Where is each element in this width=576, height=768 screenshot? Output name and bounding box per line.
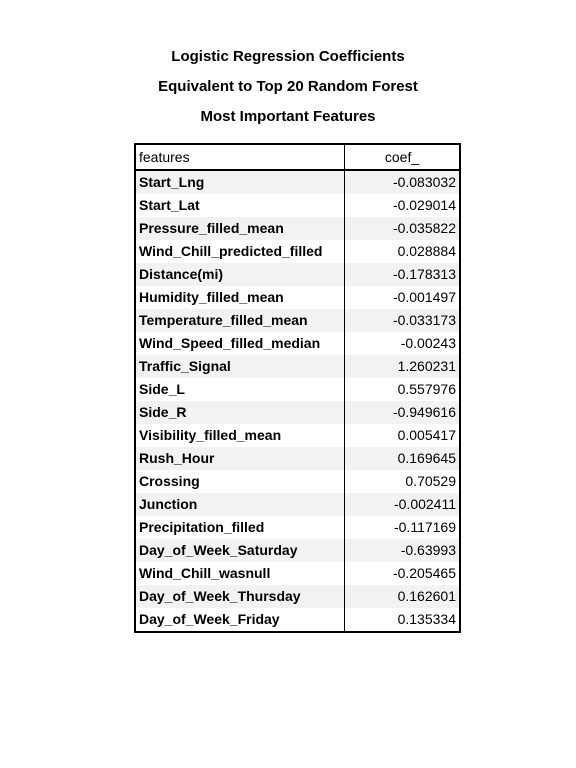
title-line-3: Most Important Features xyxy=(200,108,376,125)
table-header-row: features coef_ xyxy=(135,144,460,171)
table-row: Wind_Chill_wasnull -0.205465 xyxy=(135,562,460,585)
coef-cell: -0.00243 xyxy=(344,332,460,355)
table-row: Day_of_Week_Friday 0.135334 xyxy=(135,608,460,632)
feature-cell: Wind_Chill_predicted_filled xyxy=(135,240,345,263)
feature-cell: Wind_Chill_wasnull xyxy=(135,562,345,585)
table-row: Rush_Hour 0.169645 xyxy=(135,447,460,470)
feature-cell: Side_L xyxy=(135,378,345,401)
table-row: Side_R -0.949616 xyxy=(135,401,460,424)
table-body: Start_Lng -0.083032 Start_Lat -0.029014 Pres… xyxy=(135,170,460,632)
feature-cell: Day_of_Week_Friday xyxy=(135,608,345,632)
feature-cell: Crossing xyxy=(135,470,345,493)
feature-cell: Pressure_filled_mean xyxy=(135,217,345,240)
coef-cell: -0.001497 xyxy=(344,286,460,309)
coef-cell: -0.63993 xyxy=(344,539,460,562)
table-row: Precipitation_filled -0.117169 xyxy=(135,516,460,539)
title-line-1: Logistic Regression Coefficients xyxy=(171,48,405,65)
table-row: Distance(mi) -0.178313 xyxy=(135,263,460,286)
feature-cell: Day_of_Week_Thursday xyxy=(135,585,345,608)
coef-cell: 0.005417 xyxy=(344,424,460,447)
table-row: Wind_Chill_predicted_filled 0.028884 xyxy=(135,240,460,263)
table-row: Wind_Speed_filled_median -0.00243 xyxy=(135,332,460,355)
coef-cell: 0.70529 xyxy=(344,470,460,493)
table-row: Day_of_Week_Saturday -0.63993 xyxy=(135,539,460,562)
feature-cell: Traffic_Signal xyxy=(135,355,345,378)
coef-cell: 0.162601 xyxy=(344,585,460,608)
coef-cell: -0.178313 xyxy=(344,263,460,286)
title-line-2: Equivalent to Top 20 Random Forest xyxy=(158,78,418,95)
coef-cell: -0.083032 xyxy=(344,170,460,194)
feature-cell: Start_Lat xyxy=(135,194,345,217)
table-row: Temperature_filled_mean -0.033173 xyxy=(135,309,460,332)
table-row: Junction -0.002411 xyxy=(135,493,460,516)
coefficients-table: features coef_ Start_Lng -0.083032 Start_L… xyxy=(134,143,461,633)
table-row: Humidity_filled_mean -0.001497 xyxy=(135,286,460,309)
feature-cell: Rush_Hour xyxy=(135,447,345,470)
coef-cell: -0.035822 xyxy=(344,217,460,240)
column-header-features: features xyxy=(135,144,345,171)
coef-cell: -0.002411 xyxy=(344,493,460,516)
feature-cell: Distance(mi) xyxy=(135,263,345,286)
coef-cell: 0.169645 xyxy=(344,447,460,470)
table-row: Day_of_Week_Thursday 0.162601 xyxy=(135,585,460,608)
feature-cell: Start_Lng xyxy=(135,170,345,194)
feature-cell: Temperature_filled_mean xyxy=(135,309,345,332)
table-row: Start_Lng -0.083032 xyxy=(135,170,460,194)
table-row: Visibility_filled_mean 0.005417 xyxy=(135,424,460,447)
column-header-coef: coef_ xyxy=(344,144,460,171)
table-row: Start_Lat -0.029014 xyxy=(135,194,460,217)
coef-cell: -0.029014 xyxy=(344,194,460,217)
coef-cell: -0.033173 xyxy=(344,309,460,332)
feature-cell: Wind_Speed_filled_median xyxy=(135,332,345,355)
coef-cell: -0.117169 xyxy=(344,516,460,539)
table-row: Pressure_filled_mean -0.035822 xyxy=(135,217,460,240)
feature-cell: Side_R xyxy=(135,401,345,424)
feature-cell: Humidity_filled_mean xyxy=(135,286,345,309)
feature-cell: Precipitation_filled xyxy=(135,516,345,539)
table-row: Traffic_Signal 1.260231 xyxy=(135,355,460,378)
table-row: Side_L 0.557976 xyxy=(135,378,460,401)
table-row: Crossing 0.70529 xyxy=(135,470,460,493)
feature-cell: Visibility_filled_mean xyxy=(135,424,345,447)
coef-cell: 1.260231 xyxy=(344,355,460,378)
coef-cell: 0.028884 xyxy=(344,240,460,263)
coef-cell: -0.949616 xyxy=(344,401,460,424)
feature-cell: Junction xyxy=(135,493,345,516)
coef-cell: 0.135334 xyxy=(344,608,460,632)
coef-cell: -0.205465 xyxy=(344,562,460,585)
coef-cell: 0.557976 xyxy=(344,378,460,401)
page-title: Logistic Regression Coefficients Equival… xyxy=(0,42,576,132)
feature-cell: Day_of_Week_Saturday xyxy=(135,539,345,562)
